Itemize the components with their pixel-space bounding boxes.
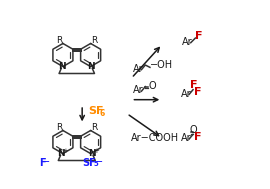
Text: +: + (63, 148, 69, 154)
Text: F: F (195, 31, 203, 41)
Text: N: N (87, 62, 95, 71)
Text: R: R (56, 123, 62, 132)
Text: R: R (56, 36, 62, 45)
Text: +: + (93, 148, 99, 154)
Text: 6: 6 (99, 109, 105, 118)
Text: R: R (91, 36, 98, 45)
Text: O: O (189, 125, 197, 135)
Text: −OH: −OH (150, 60, 173, 70)
Text: F: F (194, 87, 201, 97)
Text: −: − (96, 157, 103, 166)
Text: Ar: Ar (182, 37, 193, 47)
Text: N: N (58, 62, 66, 71)
Text: SF: SF (82, 158, 96, 168)
Text: F: F (190, 80, 197, 90)
Text: N: N (58, 149, 65, 158)
Text: Ar: Ar (181, 88, 191, 98)
Text: O: O (148, 81, 156, 91)
Text: R: R (91, 123, 98, 132)
Text: −: − (42, 157, 49, 166)
Text: F: F (194, 132, 201, 142)
Text: N: N (88, 149, 96, 158)
Text: F: F (39, 158, 45, 168)
Text: Ar: Ar (133, 85, 144, 95)
Text: Ar: Ar (133, 64, 144, 74)
Text: 5: 5 (94, 161, 98, 167)
Text: Ar−COOH: Ar−COOH (131, 133, 179, 143)
Text: Ar: Ar (181, 133, 191, 143)
Text: SF: SF (88, 106, 104, 116)
